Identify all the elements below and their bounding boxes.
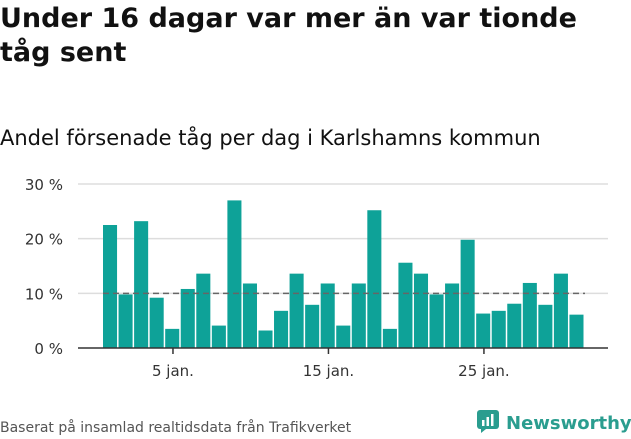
grid-lines xyxy=(78,183,608,295)
bar[interactable] xyxy=(382,328,397,348)
bar[interactable] xyxy=(569,314,584,348)
x-tick-label: 15 jan. xyxy=(303,362,355,380)
bar[interactable] xyxy=(274,310,289,348)
bar[interactable] xyxy=(196,273,211,348)
bar[interactable] xyxy=(413,273,429,348)
x-tick-label: 5 jan. xyxy=(152,362,194,380)
y-tick-label: 20 % xyxy=(25,231,63,249)
bar[interactable] xyxy=(149,297,164,348)
bar[interactable] xyxy=(242,283,257,348)
bar[interactable] xyxy=(553,273,568,348)
bar[interactable] xyxy=(538,304,553,348)
y-tick-label: 0 % xyxy=(34,340,63,358)
bar[interactable] xyxy=(320,283,335,348)
chart-title: Under 16 dagar var mer än var tionde tåg… xyxy=(0,3,577,68)
bar[interactable] xyxy=(211,325,226,348)
bars xyxy=(103,200,584,348)
bar[interactable] xyxy=(118,294,133,348)
source-note: Baserat på insamlad realtidsdata från Tr… xyxy=(0,420,352,436)
brand-name: Newsworthy xyxy=(506,412,631,434)
bar[interactable] xyxy=(522,282,537,348)
bar[interactable] xyxy=(227,200,242,348)
y-axis-tick-labels: 0 % 10 % 20 % 30 % xyxy=(25,176,63,358)
bar[interactable] xyxy=(476,313,491,348)
bar[interactable] xyxy=(398,262,413,348)
bar[interactable] xyxy=(445,283,460,348)
bar[interactable] xyxy=(351,283,366,348)
x-axis-tick-labels: 5 jan. 15 jan. 25 jan. xyxy=(152,348,510,380)
bar[interactable] xyxy=(103,225,118,348)
bar[interactable] xyxy=(305,304,320,348)
bar[interactable] xyxy=(367,210,382,348)
y-tick-label: 10 % xyxy=(25,285,63,303)
bar[interactable] xyxy=(180,288,195,348)
bar[interactable] xyxy=(491,310,506,348)
bar[interactable] xyxy=(429,294,444,348)
chart-subtitle: Andel försenade tåg per dag i Karlshamns… xyxy=(0,126,541,150)
bar[interactable] xyxy=(289,273,304,348)
brand-logo[interactable]: Newsworthy xyxy=(476,409,631,437)
newsworthy-logo-icon xyxy=(476,409,500,437)
x-tick-label: 25 jan. xyxy=(458,362,510,380)
bar[interactable] xyxy=(336,325,351,348)
bar[interactable] xyxy=(507,303,522,348)
bar[interactable] xyxy=(165,328,180,348)
bar[interactable] xyxy=(258,330,273,348)
bar-chart: 0 % 10 % 20 % 30 % 5 jan. 15 jan. 25 jan. xyxy=(25,176,608,380)
bar[interactable] xyxy=(134,221,149,348)
y-tick-label: 30 % xyxy=(25,176,63,194)
